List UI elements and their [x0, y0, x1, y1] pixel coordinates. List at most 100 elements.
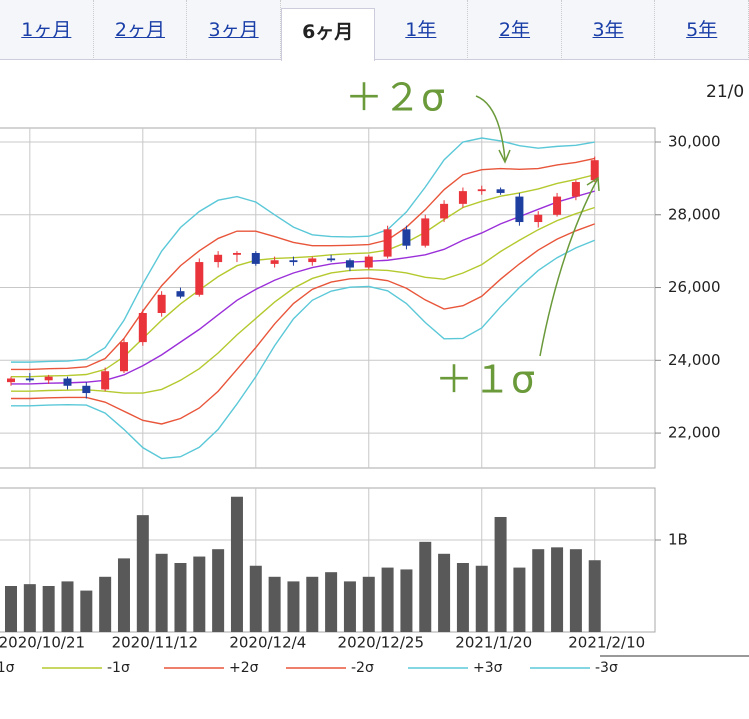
candle-body — [195, 262, 204, 295]
candle-body — [44, 376, 53, 381]
header-date: 21/0 — [706, 82, 744, 102]
tab[interactable]: 3年 — [562, 0, 656, 60]
volume-bar — [456, 562, 469, 632]
legend-label: +1σ — [0, 660, 15, 676]
candle-body — [383, 229, 392, 257]
candle-body — [25, 378, 34, 381]
x-tick-label: 2020/10/21 — [0, 634, 85, 652]
legend-label: -2σ — [351, 660, 374, 676]
candle-body — [82, 385, 91, 394]
volume-bar — [551, 547, 564, 632]
volume-bar — [306, 576, 319, 632]
candle-body — [477, 189, 486, 192]
y-tick-label: 30,000 — [668, 133, 721, 151]
volume-bar — [513, 567, 526, 632]
volume-bar — [494, 516, 507, 632]
volume-bar — [268, 576, 281, 632]
tab[interactable]: 5年 — [655, 0, 749, 60]
plot: 2020/10/21 2020/11/12 2020/12/4 2020/12/25 2… — [0, 128, 721, 676]
band-line — [11, 157, 595, 371]
volume-bar — [569, 549, 582, 632]
candle-body — [515, 196, 524, 223]
tab-bar: 1ヶ月 2ヶ月 3ヶ月 6ヶ月 1年 2年 3年 5年 — [0, 0, 749, 61]
volume-bar — [343, 581, 356, 632]
band-line — [11, 239, 595, 460]
volume-bar — [381, 567, 394, 632]
volume-bar — [42, 585, 55, 632]
x-tick-label: 2021/1/20 — [455, 634, 532, 652]
candle-body — [289, 260, 298, 263]
legend-label: -1σ — [107, 660, 130, 676]
arrow-head — [586, 176, 600, 192]
annotation: ＋１σ — [435, 358, 535, 402]
x-tick-label: 2020/11/12 — [112, 634, 198, 652]
legend-label: +2σ — [229, 660, 259, 676]
volume-bar — [325, 572, 338, 632]
volume-bar — [362, 576, 375, 632]
arrow — [475, 95, 506, 161]
candle-body — [101, 371, 110, 390]
candle-body — [534, 214, 543, 223]
tab[interactable]: 3ヶ月 — [187, 0, 281, 60]
arrow — [539, 179, 598, 357]
candle-body — [571, 182, 580, 197]
candle-body — [251, 252, 260, 264]
y-tick-label: 26,000 — [668, 278, 721, 296]
volume-bar — [438, 553, 451, 632]
band-line — [11, 223, 595, 425]
volume-bar — [23, 584, 36, 632]
x-tick-label: 2020/12/25 — [338, 634, 424, 652]
x-tick-label: 2021/2/10 — [568, 634, 645, 652]
volume-bar — [475, 565, 488, 632]
volume-bar — [249, 565, 262, 632]
tab[interactable]: 1ヶ月 — [0, 0, 94, 60]
candle-body — [214, 254, 223, 263]
candle-body — [458, 191, 467, 204]
band-line — [11, 137, 595, 363]
volume-bar — [400, 569, 413, 632]
candle-body — [157, 294, 166, 314]
x-tick-label: 2020/12/4 — [229, 634, 306, 652]
legend-label: -3σ — [595, 660, 618, 676]
volume-bar — [588, 560, 601, 632]
candle-body — [364, 256, 373, 268]
candle-body — [119, 342, 128, 372]
tab[interactable]: 2年 — [468, 0, 562, 60]
volume-bar — [532, 549, 545, 632]
candle-body — [590, 160, 599, 181]
legend-label: +3σ — [473, 660, 503, 676]
volume-bar — [80, 590, 93, 632]
candle-body — [308, 258, 317, 263]
tab[interactable]: 6ヶ月 — [280, 8, 375, 61]
band-line — [11, 206, 595, 394]
candle-body — [232, 252, 241, 255]
price-panel — [0, 127, 656, 469]
volume-bar — [287, 581, 300, 632]
tab[interactable]: 1年 — [375, 0, 469, 60]
candle-body — [327, 258, 336, 261]
volume-bar — [61, 581, 74, 632]
y-tick-label: 28,000 — [668, 205, 721, 223]
candle-body — [138, 313, 147, 343]
y-tick-label: 24,000 — [668, 351, 721, 369]
volume-bar — [174, 562, 187, 632]
y-tick-label: 22,000 — [668, 424, 721, 442]
volume-bar — [99, 576, 112, 632]
candle-body — [7, 378, 15, 383]
candle-body — [421, 218, 430, 246]
volume-bar — [193, 556, 206, 632]
candle-body — [440, 203, 449, 219]
candle-body — [345, 260, 354, 268]
tab[interactable]: 2ヶ月 — [94, 0, 188, 60]
candle-body — [496, 189, 505, 193]
volume-bar — [117, 558, 130, 632]
candle-body — [63, 378, 72, 386]
volume-bar — [136, 515, 149, 632]
arrow-head — [498, 149, 511, 164]
volume-bar — [212, 549, 225, 632]
candle-body — [553, 196, 562, 215]
y-tick-label: 1B — [668, 530, 688, 548]
candle-body — [402, 229, 411, 246]
band-line — [11, 174, 595, 378]
